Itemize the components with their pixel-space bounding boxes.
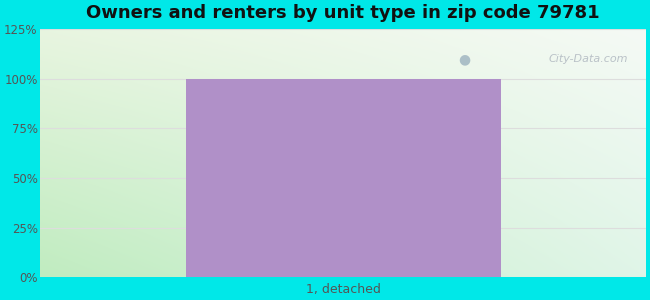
Text: ●: ● [458,52,471,66]
Title: Owners and renters by unit type in zip code 79781: Owners and renters by unit type in zip c… [86,4,600,22]
Bar [186,79,500,277]
Text: City-Data.com: City-Data.com [548,54,628,64]
